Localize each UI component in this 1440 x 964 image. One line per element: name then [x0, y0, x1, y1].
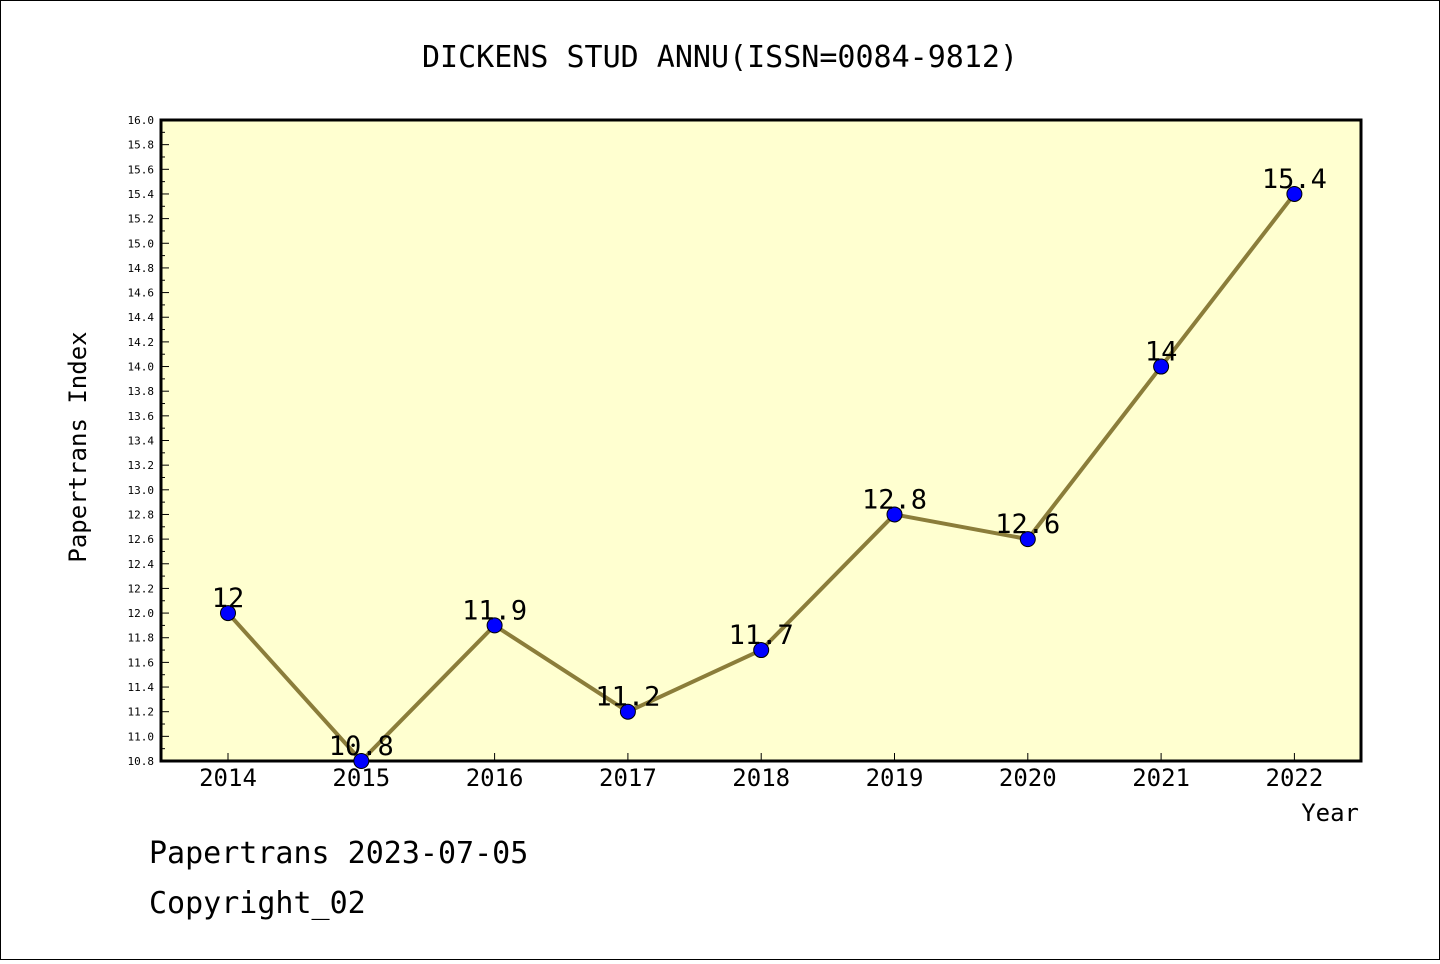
- plot-area: [159, 118, 1363, 763]
- y-tick-label: 14.2: [128, 336, 155, 349]
- y-tick-label: 15.6: [128, 163, 155, 176]
- y-tick-label: 16.0: [128, 114, 155, 127]
- x-tick-label: 2022: [1266, 764, 1324, 792]
- data-label: 15.4: [1262, 164, 1327, 195]
- data-point: [1153, 358, 1170, 375]
- y-tick-label: 15.0: [128, 237, 155, 250]
- y-tick-label: 12.0: [128, 607, 155, 620]
- x-axis: 2014 2015 2016 2017 2018 2019 2020 2021 2022: [199, 753, 1323, 792]
- x-axis-label: Year: [1301, 799, 1359, 827]
- data-label: 14: [1145, 337, 1178, 368]
- y-tick-label: 12.8: [128, 508, 155, 521]
- data-point: [1286, 185, 1303, 202]
- data-point: [220, 605, 236, 622]
- y-tick-label: 12.4: [128, 558, 155, 571]
- footer-copyright: Copyright_02: [149, 886, 366, 921]
- data-point: [353, 753, 370, 769]
- series-markers: [220, 185, 1303, 769]
- data-labels: 12 10.8 11.9 11.2 11.7 12.8 12.6 14 15.4: [212, 164, 1327, 762]
- data-point: [619, 703, 636, 720]
- y-tick-label: 15.2: [128, 213, 155, 226]
- x-tick-label: 2018: [732, 764, 790, 792]
- y-tick-label: 12.6: [128, 533, 155, 546]
- data-label: 11.9: [462, 595, 527, 626]
- y-tick-label: 14.4: [128, 311, 155, 324]
- chart-title: DICKENS STUD ANNU(ISSN=0084-9812): [422, 40, 1018, 75]
- data-point: [1019, 531, 1036, 548]
- y-tick-label: 11.6: [128, 656, 155, 669]
- y-tick-label: 11.0: [128, 730, 155, 743]
- y-tick-label: 13.0: [128, 484, 155, 497]
- y-tick-label: 15.4: [128, 188, 155, 201]
- data-label: 11.2: [595, 682, 660, 713]
- x-tick-label: 2014: [199, 764, 257, 792]
- y-tick-label: 13.2: [128, 459, 155, 472]
- footer-date: Papertrans 2023-07-05: [149, 836, 528, 871]
- y-tick-label: 10.8: [128, 755, 155, 768]
- y-tick-label: 13.8: [128, 385, 155, 398]
- data-label: 12.6: [995, 509, 1060, 540]
- data-point: [753, 642, 770, 659]
- y-tick-label: 12.2: [128, 582, 155, 595]
- x-tick-label: 2019: [866, 764, 924, 792]
- y-tick-label: 13.4: [128, 435, 155, 448]
- y-tick-label: 14.0: [128, 361, 155, 374]
- x-tick-label: 2020: [999, 764, 1057, 792]
- y-tick-label: 11.8: [128, 632, 155, 645]
- y-tick-label: 11.2: [128, 706, 155, 719]
- y-tick-label: 13.6: [128, 410, 155, 423]
- data-label: 11.7: [729, 620, 794, 651]
- data-point: [886, 506, 903, 523]
- data-label: 12.8: [862, 484, 927, 515]
- y-axis: 10.8 11.0 11.2 11.4 11.6 11.8 12.0 12.2 12.4 12.6…: [128, 114, 169, 768]
- data-point: [486, 617, 503, 634]
- y-tick-label: 14.8: [128, 262, 155, 275]
- x-tick-label: 2016: [466, 764, 524, 792]
- data-label: 12: [212, 583, 245, 614]
- x-tick-label: 2017: [599, 764, 657, 792]
- y-tick-label: 11.4: [128, 681, 155, 694]
- y-axis-label: Papertrans Index: [64, 331, 92, 562]
- x-tick-label: 2021: [1132, 764, 1190, 792]
- y-tick-label: 14.6: [128, 287, 155, 300]
- data-label: 10.8: [329, 731, 394, 762]
- y-tick-label: 15.8: [128, 139, 155, 152]
